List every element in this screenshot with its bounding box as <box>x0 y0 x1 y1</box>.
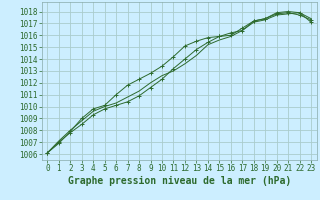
X-axis label: Graphe pression niveau de la mer (hPa): Graphe pression niveau de la mer (hPa) <box>68 176 291 186</box>
